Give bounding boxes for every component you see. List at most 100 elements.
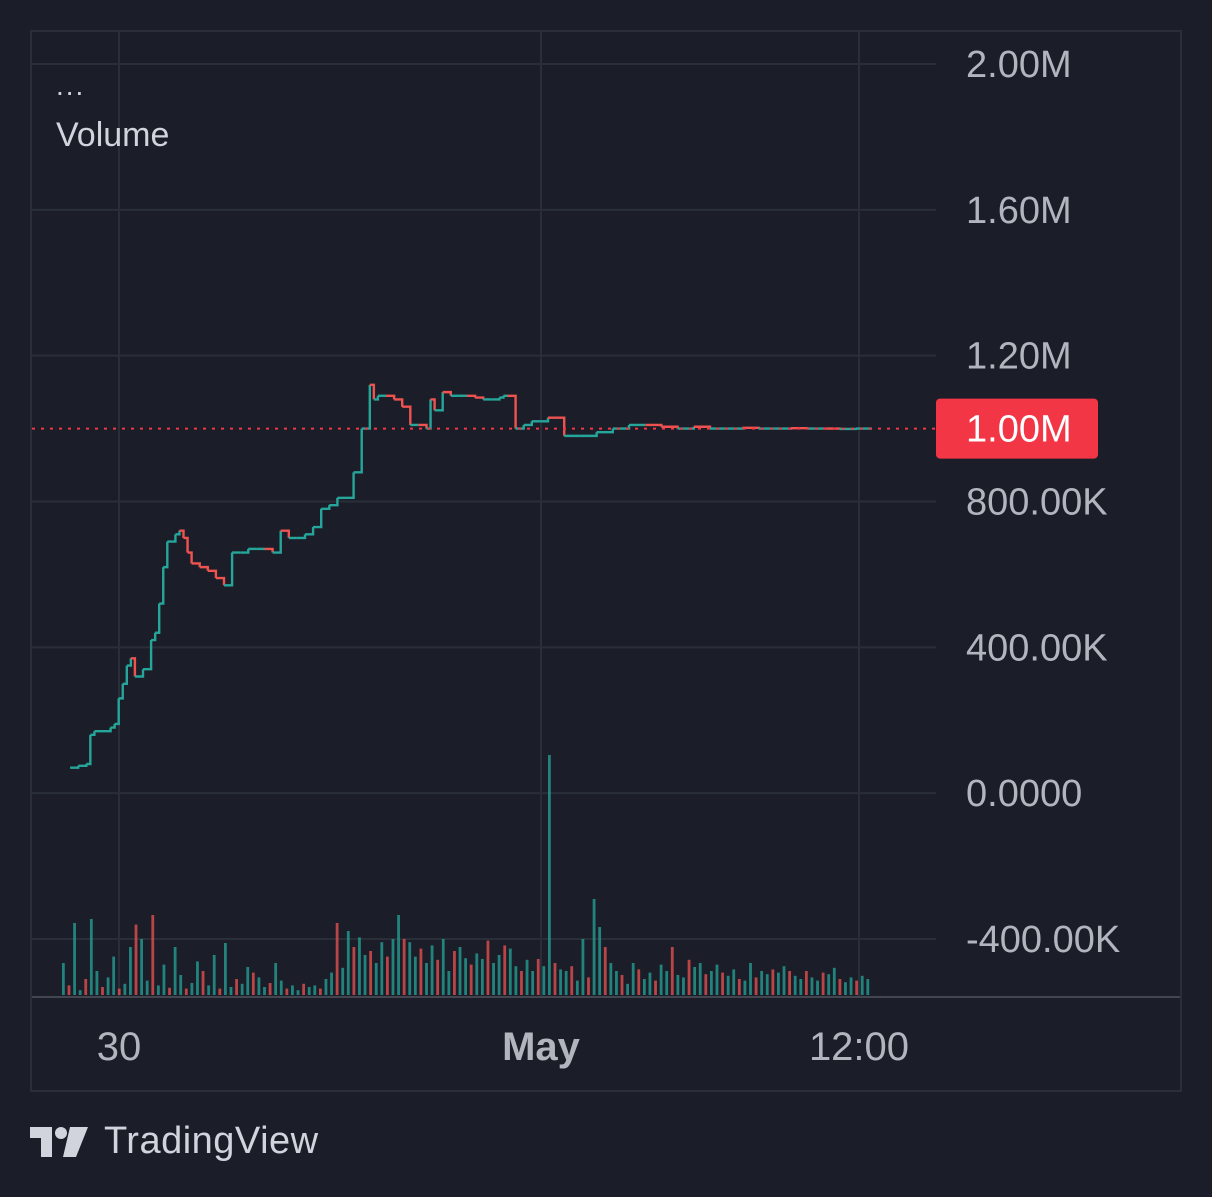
legend-title: Volume [56,116,170,154]
volume-bar [67,985,71,995]
series-segment [321,505,331,510]
volume-bar [710,971,713,995]
series-segment [122,665,128,685]
volume-bar [302,983,305,995]
volume-bar [112,956,116,995]
volume-bar [760,971,764,995]
volume-bar [274,963,278,995]
series-segment [90,731,96,737]
volume-bar [821,972,825,995]
volume-bar [581,939,585,995]
volume-bar [559,969,562,995]
y-tick-label: -400.00K [966,919,1120,961]
legend-menu-icon[interactable]: ... [56,70,86,101]
volume-bar [475,953,479,995]
volume-bar [531,971,535,995]
volume-bar [441,939,445,995]
volume-bar [810,977,814,995]
volume-bar [732,969,736,995]
series-segment [394,398,404,407]
volume-bar [676,975,680,995]
volume-bar [218,988,222,995]
series-segment [187,551,193,564]
volume-bar [704,974,708,995]
series-segment [353,428,363,474]
volume-bar [832,967,836,995]
y-tick-label: 800.00K [966,482,1108,524]
volume-bar [844,982,847,995]
volume-bar [480,959,484,995]
series-segment [179,529,185,538]
series-segment [430,398,436,411]
volume-bar [514,966,518,995]
volume-bar [693,967,697,995]
series-segment [596,428,614,434]
series-segment [118,683,124,700]
volume-bar [224,943,227,995]
volume-bar [386,956,389,995]
series-segment [418,423,428,429]
volume-bar [201,971,205,995]
volume-bar [682,977,685,995]
series-segment [70,765,80,769]
volume-bar [145,980,149,995]
volume-bar [508,948,512,995]
volume-bar [659,964,663,995]
volume-bar [369,951,373,995]
series-segment [523,421,533,427]
series-segment [207,569,218,579]
volume-bar [257,977,261,995]
volume-bar [492,963,495,995]
series-segment [369,383,376,400]
series-segment [114,698,120,726]
volume-bar [335,923,339,995]
volume-bar [408,942,412,995]
volume-bar [587,977,590,995]
current-value-badge [936,398,1098,459]
series-segment [373,395,380,401]
volume-bar [631,963,635,995]
volume-bar [665,971,669,995]
tradingview-brand[interactable]: TradingView [30,1120,319,1163]
volume-bar [737,979,741,995]
volume-bar [860,975,864,995]
volume-bar [642,979,646,995]
volume-bar [156,985,160,995]
volume-bar [235,979,238,995]
series-segment [175,530,181,536]
volume-bar [603,947,607,995]
series-segment [94,727,112,733]
series-segment [491,397,501,401]
volume-bar [626,983,629,995]
y-tick-label: 2.00M [966,44,1072,86]
volume-bar [279,980,283,995]
series-segment [345,472,355,500]
volume-bar [363,955,367,995]
chart-frame [30,30,1182,1092]
volume-bar [458,947,462,995]
series-segment [580,432,598,438]
volume-bar [654,980,657,995]
volume-bar [726,975,730,995]
tradingview-logo-icon [30,1126,88,1157]
x-tick-label: 30 [97,1025,142,1069]
volume-bar [313,985,317,995]
volume-bar [134,924,138,995]
volume-bar [771,969,775,995]
volume-bar [129,947,132,995]
volume-bar [307,987,311,995]
volume-bar [341,967,345,995]
volume-bar [497,955,501,995]
series-segment [264,547,274,553]
series-segment [645,423,663,427]
volume-bar [184,988,188,995]
volume-bar [698,963,702,995]
series-segment [548,416,566,436]
series-segment [361,384,371,430]
volume-bar [358,937,361,995]
y-tick-label: 0.0000 [966,773,1082,815]
volume-bar [168,987,171,995]
series-segment [151,632,157,642]
volume-bar [212,955,216,995]
